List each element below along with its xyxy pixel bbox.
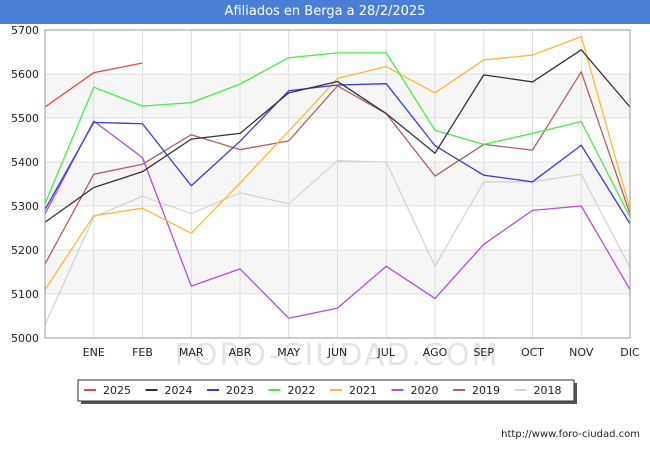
y-axis-ticks: 5000 5100 5200 5300 5400 5500 5600 5700 [11, 24, 39, 345]
legend: 2025 2024 2023 2022 2021 2020 2019 2018 [77, 379, 577, 404]
source-url: http://www.foro-ciudad.com [501, 429, 640, 440]
x-tick-label: DIC [620, 346, 640, 359]
series-line-2025 [44, 62, 143, 108]
x-tick-label: JUN [327, 346, 348, 359]
legend-label-2019: 2019 [472, 384, 500, 397]
x-tick-label: JUL [377, 346, 396, 359]
legend-label-2022: 2022 [288, 384, 316, 397]
legend-label-2023: 2023 [226, 384, 254, 397]
watermark: FORO-CIUDAD.COM [175, 338, 500, 373]
series-line-2019 [44, 71, 631, 265]
series-line-2021 [44, 35, 631, 290]
x-tick-label: FEB [132, 346, 153, 359]
series-line-2022 [44, 52, 631, 218]
series-line-2020 [44, 120, 631, 319]
x-tick-label: MAY [277, 346, 300, 359]
series-line-2024 [44, 49, 631, 223]
y-tick-label: 5600 [11, 68, 39, 81]
legend-box [77, 379, 575, 402]
y-tick-label: 5400 [11, 156, 39, 169]
x-tick-label: AGO [423, 346, 448, 359]
x-tick-label: MAR [179, 346, 204, 359]
x-tick-label: OCT [521, 346, 544, 359]
chart-title: Afiliados en Berga a 28/2/2025 [0, 0, 650, 24]
x-tick-label: ABR [229, 346, 252, 359]
legend-items: 2025 2024 2023 2022 2021 2020 2019 2018 [84, 384, 562, 397]
y-tick-label: 5100 [11, 288, 39, 301]
y-tick-label: 5200 [11, 244, 39, 257]
plot-frame [44, 29, 631, 339]
y-tick-label: 5700 [11, 24, 39, 37]
legend-label-2018: 2018 [534, 384, 562, 397]
legend-label-2024: 2024 [165, 384, 193, 397]
legend-label-2021: 2021 [349, 384, 377, 397]
series-lines [44, 35, 631, 326]
legend-label-2025: 2025 [103, 384, 131, 397]
y-tick-label: 5000 [11, 332, 39, 345]
x-tick-label: NOV [569, 346, 594, 359]
legend-label-2020: 2020 [411, 384, 439, 397]
x-tick-label: SEP [473, 346, 494, 359]
x-axis-ticks: ENE FEB MAR ABR MAY JUN JUL AGO SEP OCT NOV DIC [83, 346, 640, 359]
series-line-2023 [44, 83, 631, 224]
x-tick-label: ENE [83, 346, 105, 359]
y-tick-label: 5500 [11, 112, 39, 125]
y-tick-label: 5300 [11, 200, 39, 213]
